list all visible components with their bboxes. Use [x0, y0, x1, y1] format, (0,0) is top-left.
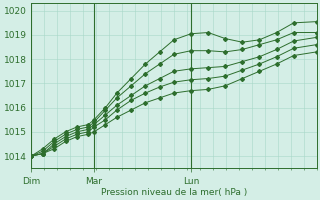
X-axis label: Pression niveau de la mer( hPa ): Pression niveau de la mer( hPa ): [101, 188, 247, 197]
